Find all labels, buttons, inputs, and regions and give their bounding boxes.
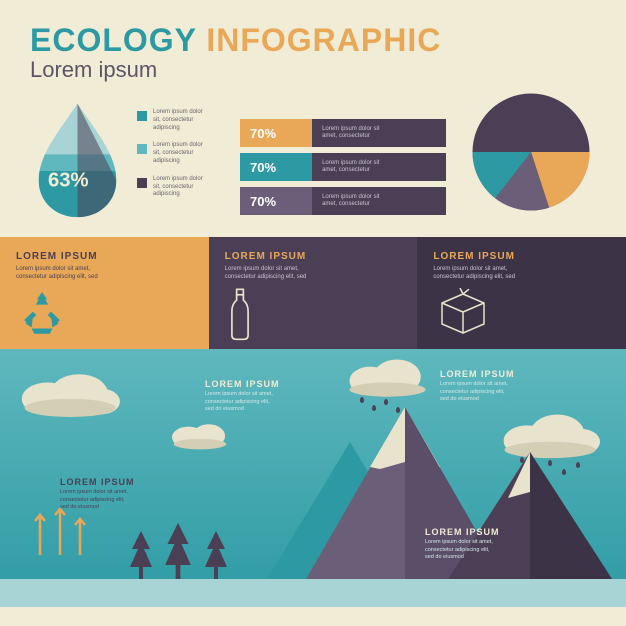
- bar-label: 70%: [250, 194, 276, 209]
- bar-row: 70% Lorem ipsum dolor sit amet, consectet…: [240, 153, 446, 181]
- callout: LOREM IPSUM Lorem ipsum dolor sit amet, c…: [205, 379, 280, 414]
- tree-icon: [130, 531, 152, 579]
- legend-text: Lorem ipsum dolor sit, consectetur adipi…: [153, 142, 203, 165]
- bar-fill: 70%: [240, 187, 312, 215]
- cloud-icon: [340, 354, 435, 399]
- card-title: LOREM IPSUM: [225, 251, 402, 262]
- cloud-icon: [165, 417, 235, 452]
- title-part-a: ECOLOGY: [30, 22, 196, 58]
- water: [0, 579, 626, 607]
- row-cards: LOREM IPSUM Lorem ipsum dolor sit amet, …: [0, 237, 626, 349]
- cloud-icon: [15, 367, 125, 417]
- page-title: ECOLOGY INFOGRAPHIC: [30, 22, 596, 59]
- legend-item: Lorem ipsum dolor sit, consectetur adipi…: [137, 176, 203, 199]
- callout-title: LOREM IPSUM: [60, 477, 135, 487]
- callout-text: Lorem ipsum dolor sit amet, consectetur …: [440, 381, 515, 404]
- bar-text: Lorem ipsum dolor sit amet, consectetur: [312, 153, 446, 181]
- callout-title: LOREM IPSUM: [440, 369, 515, 379]
- landscape: LOREM IPSUM Lorem ipsum dolor sit amet, c…: [0, 349, 626, 607]
- bar-label: 70%: [250, 126, 276, 141]
- tree-icon: [165, 523, 191, 579]
- legend-text: Lorem ipsum dolor sit, consectetur adipi…: [153, 176, 203, 199]
- callout-text: Lorem ipsum dolor sit amet, consectetur …: [425, 539, 500, 562]
- pie-chart: [466, 87, 596, 217]
- card-text: Lorem ipsum dolor sit amet, consectetur …: [16, 265, 193, 282]
- tree-icon: [205, 531, 227, 579]
- up-arrows: [30, 507, 90, 562]
- page-subtitle: Lorem ipsum: [30, 57, 596, 83]
- card-text: Lorem ipsum dolor sit amet, consectetur …: [433, 265, 610, 282]
- card-title: LOREM IPSUM: [433, 251, 610, 262]
- card-text: Lorem ipsum dolor sit amet, consectetur …: [225, 265, 402, 282]
- bar-chart: 70% Lorem ipsum dolor sit amet, consectet…: [240, 99, 446, 219]
- water-drop-icon: 63%: [30, 99, 125, 219]
- legend-text: Lorem ipsum dolor sit, consectetur adipi…: [153, 109, 203, 132]
- callout-text: Lorem ipsum dolor sit amet, consectetur …: [60, 489, 135, 512]
- card-bottle: LOREM IPSUM Lorem ipsum dolor sit amet, …: [209, 237, 418, 349]
- bar-fill: 70%: [240, 119, 312, 147]
- legend-swatch: [137, 111, 147, 121]
- bar-label: 70%: [250, 160, 276, 175]
- legend-item: Lorem ipsum dolor sit, consectetur adipi…: [137, 142, 203, 165]
- callout: LOREM IPSUM Lorem ipsum dolor sit amet, c…: [425, 527, 500, 562]
- card-title: LOREM IPSUM: [16, 251, 193, 262]
- drop-percent-label: 63%: [48, 170, 89, 192]
- box-icon: [433, 288, 610, 336]
- title-part-b: INFOGRAPHIC: [196, 22, 441, 58]
- bar-row: 70% Lorem ipsum dolor sit amet, consectet…: [240, 119, 446, 147]
- legend-item: Lorem ipsum dolor sit, consectetur adipi…: [137, 109, 203, 132]
- bar-text: Lorem ipsum dolor sit amet, consectetur: [312, 119, 446, 147]
- bar-row: 70% Lorem ipsum dolor sit amet, consectet…: [240, 187, 446, 215]
- header: ECOLOGY INFOGRAPHIC Lorem ipsum: [0, 0, 626, 91]
- infographic-page: ECOLOGY INFOGRAPHIC Lorem ipsum 63% Lore…: [0, 0, 626, 626]
- bottle-icon: [225, 288, 402, 342]
- legend-swatch: [137, 144, 147, 154]
- bar-text: Lorem ipsum dolor sit amet, consectetur: [312, 187, 446, 215]
- callout-title: LOREM IPSUM: [205, 379, 280, 389]
- callout: LOREM IPSUM Lorem ipsum dolor sit amet, c…: [60, 477, 135, 512]
- row-stats: 63% Lorem ipsum dolor sit, consectetur a…: [0, 91, 626, 237]
- drop-legend: Lorem ipsum dolor sit, consectetur adipi…: [137, 99, 203, 219]
- callout-title: LOREM IPSUM: [425, 527, 500, 537]
- recycle-icon: [16, 288, 193, 340]
- legend-swatch: [137, 178, 147, 188]
- water-drop-block: 63% Lorem ipsum dolor sit, consectetur a…: [30, 99, 220, 219]
- bar-fill: 70%: [240, 153, 312, 181]
- callout: LOREM IPSUM Lorem ipsum dolor sit amet, c…: [440, 369, 515, 404]
- callout-text: Lorem ipsum dolor sit amet, consectetur …: [205, 391, 280, 414]
- card-box: LOREM IPSUM Lorem ipsum dolor sit amet, …: [417, 237, 626, 349]
- card-recycle: LOREM IPSUM Lorem ipsum dolor sit amet, …: [0, 237, 209, 349]
